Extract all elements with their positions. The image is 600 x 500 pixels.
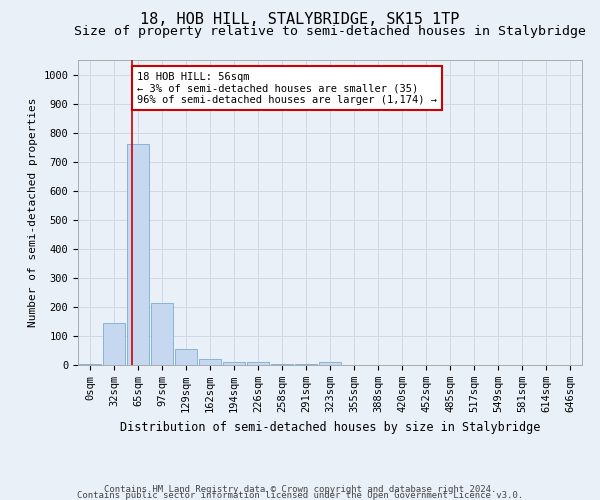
Title: Size of property relative to semi-detached houses in Stalybridge: Size of property relative to semi-detach… <box>74 25 586 38</box>
Bar <box>151 302 173 365</box>
Bar <box>175 349 197 365</box>
Bar <box>103 323 125 365</box>
Bar <box>127 144 149 365</box>
Y-axis label: Number of semi-detached properties: Number of semi-detached properties <box>28 98 38 327</box>
Text: Contains public sector information licensed under the Open Government Licence v3: Contains public sector information licen… <box>77 490 523 500</box>
Bar <box>199 358 221 365</box>
Bar <box>247 362 269 365</box>
Bar <box>271 364 293 365</box>
Bar <box>295 364 317 365</box>
Bar <box>319 362 341 365</box>
Text: Contains HM Land Registry data © Crown copyright and database right 2024.: Contains HM Land Registry data © Crown c… <box>104 484 496 494</box>
X-axis label: Distribution of semi-detached houses by size in Stalybridge: Distribution of semi-detached houses by … <box>120 420 540 434</box>
Bar <box>79 364 101 365</box>
Bar <box>223 362 245 365</box>
Text: 18 HOB HILL: 56sqm
← 3% of semi-detached houses are smaller (35)
96% of semi-det: 18 HOB HILL: 56sqm ← 3% of semi-detached… <box>137 72 437 105</box>
Text: 18, HOB HILL, STALYBRIDGE, SK15 1TP: 18, HOB HILL, STALYBRIDGE, SK15 1TP <box>140 12 460 28</box>
